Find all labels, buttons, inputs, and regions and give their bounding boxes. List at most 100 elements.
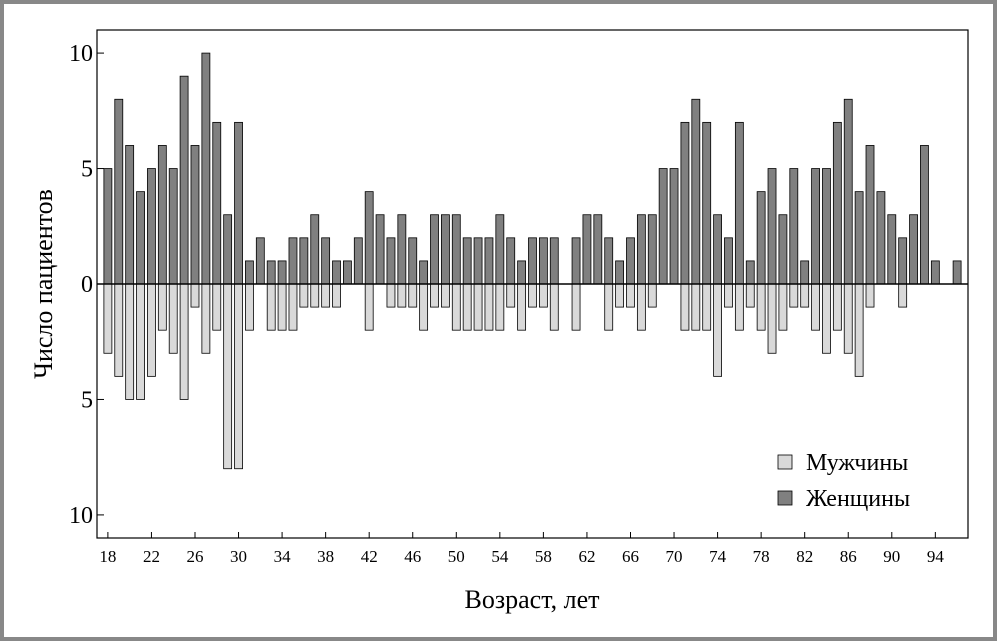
bar: [822, 283, 831, 354]
x-tick-label: 18: [99, 547, 116, 566]
bar: [691, 283, 701, 331]
y-axis-title: Число пациентов: [29, 189, 58, 379]
bar: [245, 260, 254, 285]
bar: [190, 283, 200, 308]
bar: [212, 121, 222, 285]
bar: [843, 98, 853, 285]
bar: [223, 214, 233, 285]
bar: [626, 237, 635, 285]
bar: [190, 145, 200, 285]
bar: [680, 283, 690, 331]
bar: [854, 191, 864, 285]
bar: [125, 283, 135, 400]
bar: [223, 283, 233, 470]
x-tick-label: 46: [404, 547, 421, 566]
bar: [528, 237, 537, 285]
bar: [528, 283, 537, 308]
bar: [647, 214, 657, 285]
bar: [299, 237, 309, 285]
bar: [451, 283, 461, 331]
x-axis-title: Возраст, лет: [465, 585, 600, 614]
bar: [157, 145, 167, 285]
bar: [462, 283, 472, 331]
bar: [811, 283, 820, 331]
bar: [397, 283, 407, 308]
bar: [157, 283, 167, 331]
bar: [691, 98, 701, 285]
bar: [517, 283, 527, 331]
bar: [125, 145, 135, 285]
bar: [887, 214, 897, 285]
bar: [408, 237, 418, 285]
bar: [789, 283, 799, 308]
bar: [430, 214, 439, 285]
bar: [604, 283, 614, 331]
bar: [321, 283, 331, 308]
x-tick-label: 26: [186, 547, 203, 566]
bar: [484, 283, 494, 331]
y-tick-label: 5: [81, 387, 93, 413]
bar: [713, 214, 722, 285]
bar: [310, 283, 320, 308]
bar: [136, 283, 145, 400]
bar: [266, 283, 276, 331]
bar: [724, 237, 733, 285]
bar: [495, 283, 505, 331]
bar: [147, 283, 156, 377]
bar: [440, 283, 450, 308]
x-tick-label: 54: [491, 547, 509, 566]
bar: [789, 168, 799, 285]
bar: [473, 283, 483, 331]
bar: [201, 283, 211, 354]
bar: [593, 214, 603, 285]
bar: [103, 283, 113, 354]
bar: [767, 283, 777, 354]
bar: [114, 98, 124, 285]
bar: [136, 191, 145, 285]
bar: [419, 283, 429, 331]
bar: [626, 283, 635, 308]
bar: [549, 283, 559, 331]
bar: [702, 121, 712, 285]
bar: [843, 283, 853, 354]
bar: [778, 214, 788, 285]
bar: [408, 283, 418, 308]
bar: [669, 168, 679, 285]
bar: [865, 283, 875, 308]
x-tick-label: 66: [622, 547, 639, 566]
bar: [909, 214, 918, 285]
bar: [952, 260, 962, 285]
bar: [114, 283, 124, 377]
bar: [299, 283, 309, 308]
bar: [549, 237, 559, 285]
bar: [277, 283, 287, 331]
bar: [212, 283, 222, 331]
x-tick-label: 94: [927, 547, 945, 566]
bar: [484, 237, 494, 285]
bar: [168, 168, 178, 285]
bar: [636, 214, 646, 285]
y-tick-label: 5: [81, 157, 93, 183]
x-tick-label: 90: [883, 547, 900, 566]
bar: [364, 283, 374, 331]
bar: [800, 283, 810, 308]
x-tick-label: 38: [317, 547, 334, 566]
bar: [266, 260, 276, 285]
bar: [179, 75, 189, 285]
legend-swatch: [777, 490, 793, 506]
bar: [713, 283, 722, 377]
bar: [745, 283, 755, 308]
bar: [647, 283, 657, 308]
bar: [430, 283, 439, 308]
bar: [724, 283, 733, 308]
x-tick-label: 70: [666, 547, 683, 566]
bar: [604, 237, 614, 285]
bar: [473, 237, 483, 285]
legend-swatch: [777, 454, 793, 470]
bar: [397, 214, 407, 285]
bar: [419, 260, 429, 285]
y-tick-label: 0: [81, 272, 93, 298]
bar: [582, 214, 592, 285]
bar: [767, 168, 777, 285]
